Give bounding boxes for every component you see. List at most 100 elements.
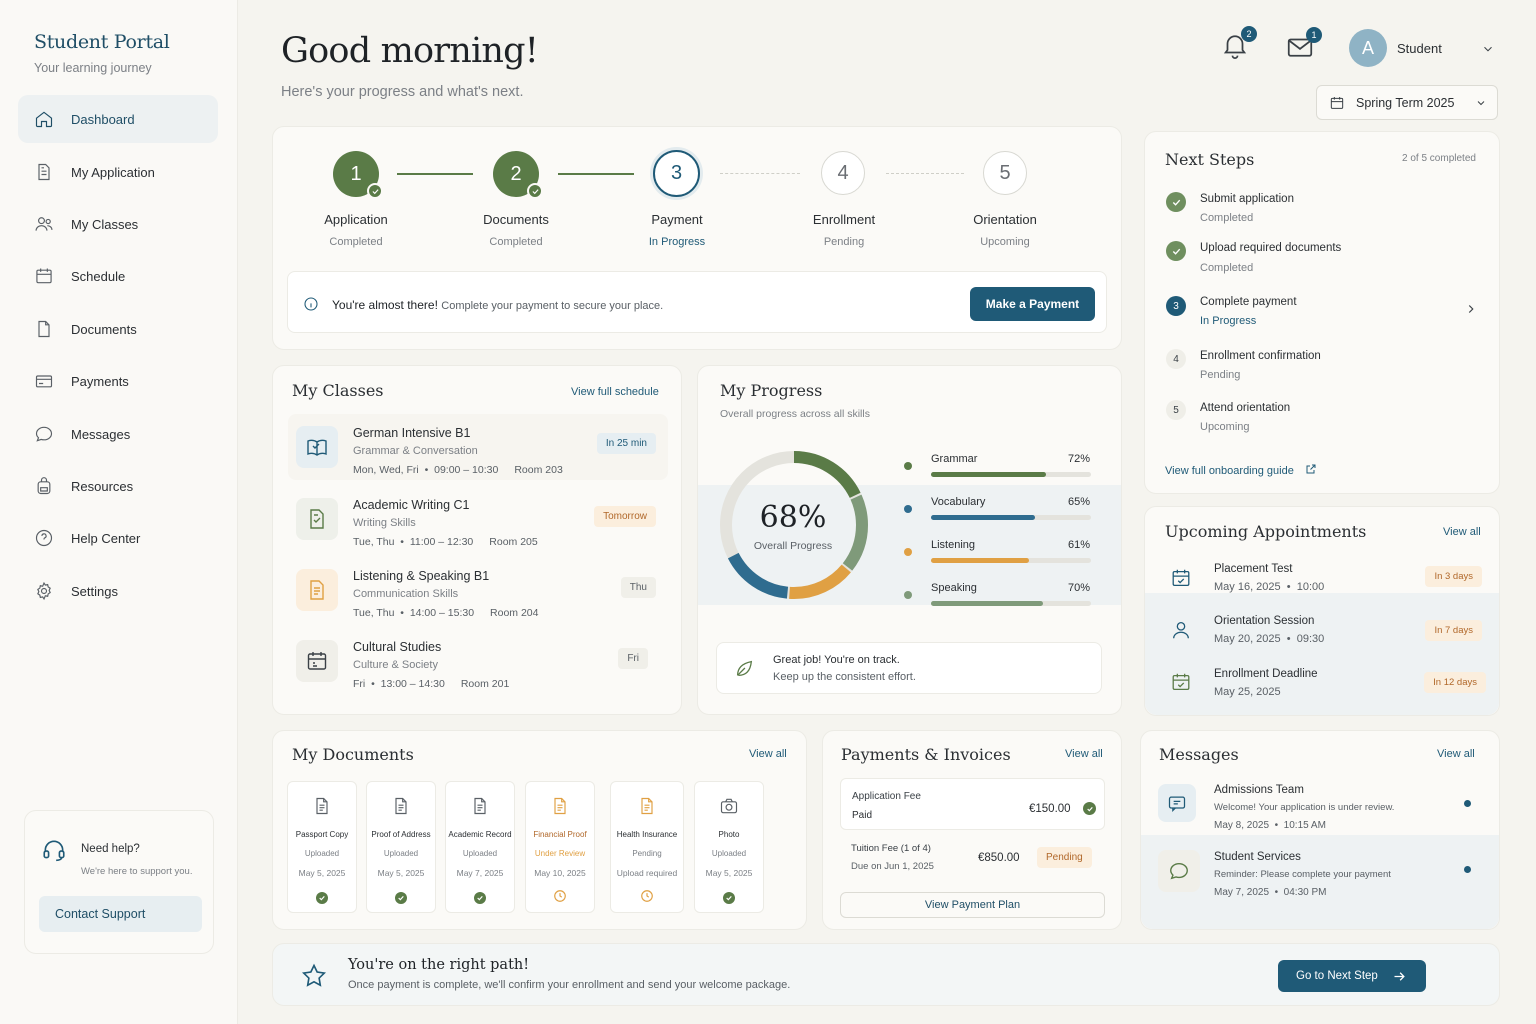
sidebar-item-dashboard[interactable]: Dashboard (18, 95, 218, 143)
file-icon (611, 796, 683, 821)
skill-bar-track (931, 472, 1091, 477)
skill-value: 70% (1067, 582, 1090, 594)
file-icon (38, 320, 50, 338)
class-room: Room 204 (490, 607, 539, 619)
message-row[interactable]: Student Services Reminder: Please comple… (1158, 846, 1488, 902)
sidebar-item-settings[interactable]: Settings (18, 567, 218, 615)
term-select[interactable]: Spring Term 2025 (1316, 85, 1498, 120)
class-room: Room 201 (460, 678, 510, 690)
appointments-view-all-link[interactable]: View all (1443, 526, 1481, 538)
document-name: Financial Proof (533, 830, 587, 839)
next-steps-title: Next Steps (1165, 150, 1255, 169)
view-schedule-link[interactable]: View full schedule (571, 386, 659, 398)
chat-icon (1158, 784, 1196, 822)
progress-note: Great job! You're on track. Keep up the … (716, 642, 1102, 694)
document-status: Uploaded (462, 849, 498, 858)
message-sender: Admissions Team (1214, 784, 1304, 796)
message-row[interactable]: Admissions Team Welcome! Your applicatio… (1158, 780, 1488, 832)
message-timestamp: May 8, 2025 • 10:15 AM (1214, 820, 1326, 831)
skill-bar-fill (931, 601, 1043, 606)
speech-icon (296, 569, 338, 611)
sidebar-item-label: Help Center (71, 530, 141, 546)
skill-dot (904, 462, 912, 470)
message-sender: Student Services (1214, 851, 1301, 863)
class-row[interactable]: Listening & Speaking B1 Communication Sk… (288, 557, 668, 623)
class-time-badge: Tomorrow (594, 506, 656, 527)
sidebar-item-my-application[interactable]: My Application (18, 148, 218, 196)
onboarding-guide-link[interactable]: View full onboarding guide (1165, 463, 1317, 477)
avatar[interactable]: A (1349, 29, 1387, 67)
appointment-date: May 20, 2025 • 09:30 (1214, 633, 1325, 645)
class-row[interactable]: German Intensive B1 Grammar & Conversati… (288, 414, 668, 480)
sidebar-item-my-classes[interactable]: My Classes (18, 200, 218, 248)
step-title: Application (324, 212, 388, 227)
credit-card-icon (35, 375, 53, 388)
skill-value: 61% (1067, 539, 1090, 551)
document-tile[interactable]: Passport Copy Uploaded May 5, 2025 (287, 781, 357, 913)
sidebar-item-payments[interactable]: Payments (18, 357, 218, 405)
document-tile[interactable]: Health Insurance Pending Upload required (610, 781, 684, 913)
sidebar-item-help-center[interactable]: Help Center (18, 514, 218, 562)
progress-subtitle: Overall progress across all skills (720, 408, 870, 420)
next-step-title: Submit application (1200, 193, 1294, 205)
message-time: 04:30 PM (1283, 887, 1327, 898)
class-row[interactable]: Cultural Studies Culture & Society Fri •… (288, 628, 668, 694)
notifications-button[interactable]: 2 (1220, 26, 1257, 62)
appointment-row[interactable]: Enrollment Deadline May 25, 2025 In 12 d… (1158, 662, 1488, 704)
donut-segment-grammar (720, 451, 868, 599)
invoice-row[interactable]: Tuition Fee (1 of 4) Due on Jun 1, 2025 … (840, 834, 1105, 884)
contact-support-button[interactable]: Contact Support (39, 896, 202, 932)
sidebar-item-schedule[interactable]: Schedule (18, 252, 218, 300)
sidebar-item-resources[interactable]: Resources (18, 462, 218, 510)
messages-view-all-link[interactable]: View all (1437, 748, 1475, 760)
user-name[interactable]: Student (1397, 41, 1442, 56)
class-days: Tue, Thu (353, 607, 395, 619)
view-payment-plan-button[interactable]: View Payment Plan (840, 892, 1105, 918)
help-subtitle: We're here to support you. (81, 866, 193, 877)
document-tile[interactable]: Academic Record Uploaded May 7, 2025 (445, 781, 515, 913)
next-step-button[interactable]: Go to Next Step (1278, 960, 1426, 992)
users-icon (35, 217, 53, 231)
payment-banner: You're almost there! Complete your payme… (287, 271, 1107, 333)
class-room: Room 205 (489, 536, 538, 548)
step-connector (397, 173, 473, 175)
sidebar-item-messages[interactable]: Messages (18, 410, 218, 458)
chevron-right-icon[interactable] (1464, 302, 1478, 316)
mail-button[interactable]: 1 (1285, 27, 1322, 64)
calendar-icon (36, 268, 52, 284)
appointment-row[interactable]: Orientation Session May 20, 2025 • 09:30… (1158, 610, 1488, 652)
class-name: Listening & Speaking B1 (353, 569, 490, 583)
document-tile[interactable]: Photo Uploaded May 5, 2025 (694, 781, 764, 913)
appointment-time: 09:30 (1296, 633, 1325, 645)
step-number: 5 (1166, 400, 1186, 420)
calendar-icon (1172, 569, 1190, 586)
class-name: Academic Writing C1 (353, 498, 470, 512)
banner-text: Complete your payment to secure your pla… (441, 300, 664, 312)
document-tile[interactable]: Financial Proof Under Review May 10, 2025 (525, 781, 595, 913)
step-4-circle: 4 (821, 151, 865, 195)
step-2-circle: 2 (493, 151, 543, 199)
sidebar-item-documents[interactable]: Documents (18, 305, 218, 353)
message-preview: Welcome! Your application is under revie… (1214, 802, 1395, 813)
document-tile[interactable]: Proof of Address Uploaded May 5, 2025 (366, 781, 436, 913)
chevron-down-icon[interactable] (1481, 42, 1495, 56)
appointment-row[interactable]: Placement Test May 16, 2025 • 10:00 In 3… (1158, 558, 1488, 600)
appointment-title: Enrollment Deadline (1214, 668, 1318, 680)
invoice-due: Due on Jun 1, 2025 (851, 861, 934, 872)
payments-view-all-link[interactable]: View all (1065, 748, 1103, 760)
skill-bar-track (931, 515, 1091, 520)
check-icon (367, 889, 435, 907)
documents-view-all-link[interactable]: View all (749, 748, 787, 760)
payments-title: Payments & Invoices (841, 745, 1011, 764)
invoice-row[interactable]: Application Fee Paid €150.00 (840, 778, 1105, 830)
message-preview: Reminder: Please complete your payment (1214, 869, 1391, 880)
step-title: Payment (651, 212, 703, 227)
next-step-title: Upload required documents (1200, 242, 1342, 254)
unread-dot (1464, 800, 1471, 807)
document-status: Uploaded (711, 849, 747, 858)
make-payment-button[interactable]: Make a Payment (970, 287, 1095, 321)
sidebar-item-label: My Classes (71, 216, 139, 232)
sidebar: Student Portal Your learning journey Das… (0, 0, 238, 1024)
class-time-badge: In 25 min (596, 433, 656, 454)
class-row[interactable]: Academic Writing C1 Writing Skills Tue, … (288, 486, 668, 552)
